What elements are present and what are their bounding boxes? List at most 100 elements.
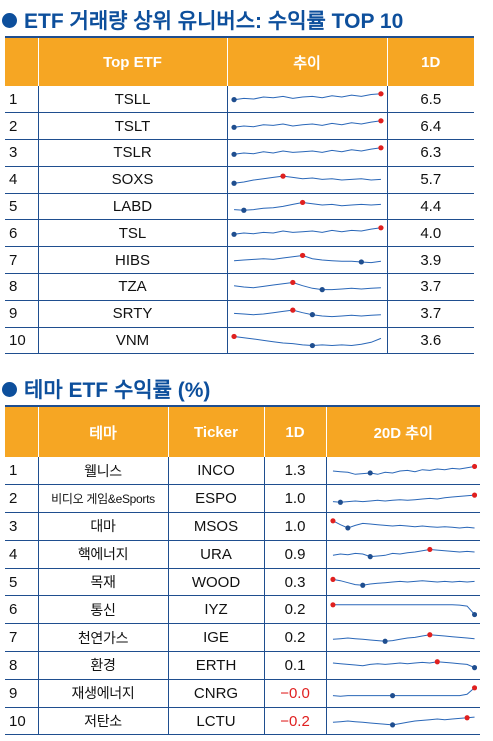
name-header: Top ETF [37,37,227,86]
sparkline [332,463,477,476]
sparkline-low-marker [389,693,395,699]
table-row: 8 TZA 3.7 [5,273,474,301]
sparkline-path [332,604,475,615]
trend-cell [226,246,387,275]
sparkline-high-marker [299,199,305,205]
ticker-cell: URA [167,540,264,569]
ticker-cell: IYZ [167,595,264,625]
etf-name-cell: TSLL [38,86,227,114]
sparkline-high-marker [329,602,336,608]
sparkline-high-marker [289,307,295,313]
trend-cell [226,193,387,221]
sparkline [233,279,381,293]
d1-return-cell: 6.3 [386,139,474,167]
ticker-cell: CNRG [167,679,264,708]
table-row: 2 TSLT 6.4 [5,112,474,141]
d1-return-cell: 3.7 [386,300,474,328]
sparkline-path [332,633,475,642]
section1-title-text: ETF 거래량 상위 유니버스: 수익률 TOP 10 [24,10,404,33]
table-row: 3 TSLR 6.3 [5,139,474,167]
trend-cell [325,651,480,680]
etf-name-cell: TSLR [38,139,227,167]
sparkline-path [332,716,475,726]
rank-cell: 2 [5,484,39,514]
table-row: 2 비디오 게임&eSports ESPO 1.0 [5,484,480,514]
rank-cell: 3 [5,512,39,541]
sparkline-high-marker [434,659,440,665]
etf-name-cell: VNM [38,327,227,355]
sparkline-path [233,147,381,155]
sparkline-low-marker [359,582,365,588]
d1-header: 1D [386,37,474,86]
sparkline [233,199,381,213]
d1-return-cell: 0.3 [263,568,326,597]
sparkline [332,685,477,699]
ticker-cell: LCTU [167,707,264,736]
theme-cell: 재생에너지 [38,679,168,708]
etf-name-cell: TSLT [38,112,227,141]
table-header-row: Top ETF 추이 1D [5,37,474,86]
d1-return-cell: 5.7 [386,166,474,194]
d1-return-cell: 0.2 [263,595,326,625]
sparkline-high-marker [471,685,477,691]
table-row: 6 TSL 4.0 [5,219,474,248]
table-row: 1 웰니스 INCO 1.3 [5,457,480,486]
sparkline-low-marker [230,180,237,186]
sparkline-high-marker [377,91,384,97]
sparkline-low-marker [230,232,237,238]
sparkline [230,225,384,238]
sparkline [230,145,384,157]
sparkline-low-marker [358,259,364,265]
sparkline-path [332,661,475,669]
theme-cell: 목재 [38,568,168,597]
theme-etf-return-table: 테마 Ticker 1D 20D 추이 1 웰니스 INCO 1.3 2 비디오 게임&e… [5,405,480,736]
sparkline-high-marker [230,333,237,339]
sparkline-high-marker [377,118,384,124]
sparkline [332,492,477,505]
theme-cell: 환경 [38,651,168,680]
theme-cell: 웰니스 [38,457,168,486]
sparkline-low-marker [337,499,343,505]
table-row: 4 SOXS 5.7 [5,166,474,194]
table-row: 1 TSLL 6.5 [5,86,474,114]
table-row: 8 환경 ERTH 0.1 [5,651,480,680]
rank-cell: 10 [5,327,39,355]
sparkline [332,659,477,671]
ticker-cell: WOOD [167,568,264,597]
d1-return-cell: 1.3 [263,457,326,486]
sparkline-low-marker [471,611,477,618]
trend-cell [226,112,387,141]
d1-return-cell: 0.1 [263,651,326,680]
d1-return-cell: 3.7 [386,273,474,301]
sparkline-high-marker [464,715,470,721]
etf-name-cell: SRTY [38,300,227,328]
sparkline-path [332,578,475,586]
rank-cell: 1 [5,457,39,486]
rank-header [5,406,38,457]
trend-cell [325,512,480,541]
rank-cell: 9 [5,300,39,328]
trend-cell [226,86,387,114]
sparkline [329,602,477,618]
table-header-row: 테마 Ticker 1D 20D 추이 [5,406,480,457]
theme-cell: 저탄소 [38,707,168,736]
theme-cell: 핵에너지 [38,540,168,569]
rank-cell: 9 [5,679,39,708]
trend-header: 추이 [226,37,387,86]
trend-cell [226,219,387,248]
rank-cell: 5 [5,568,39,597]
sparkline [332,547,475,560]
sparkline-path [332,549,475,558]
trend-cell [325,540,480,569]
sparkline-low-marker [240,207,247,213]
sparkline-high-marker [426,631,432,638]
trend-cell [226,139,387,167]
sparkline-high-marker [329,576,336,583]
sparkline-high-marker [299,253,305,259]
sparkline [329,576,475,588]
d1-return-cell: 6.5 [386,86,474,114]
d1-return-cell: 0.9 [263,540,326,569]
etf-name-cell: HIBS [38,246,227,275]
d1-return-cell: −0.2 [263,707,326,736]
sparkline-path [233,175,381,184]
